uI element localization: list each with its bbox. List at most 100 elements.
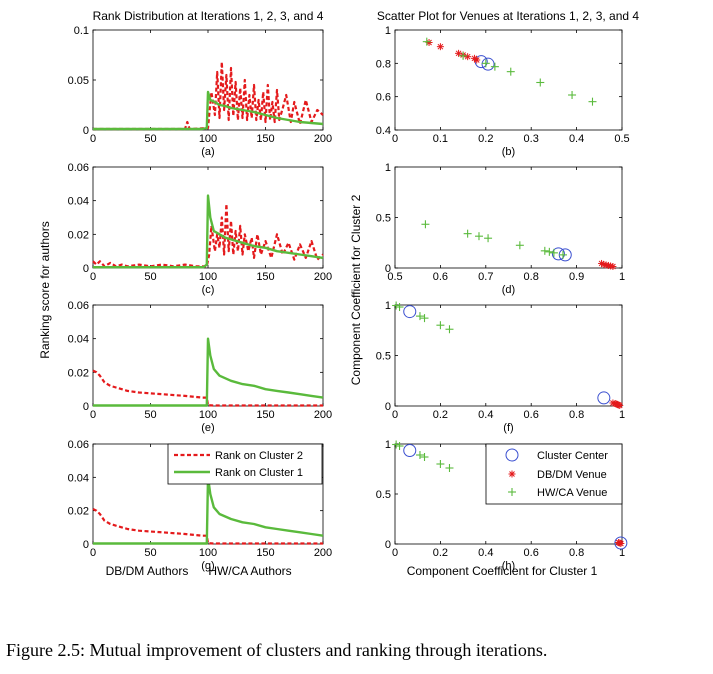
legend-label-cluster1: Rank on Cluster 1 bbox=[215, 467, 303, 479]
left-xlabel-hwca: HW/CA Authors bbox=[208, 564, 291, 578]
legend-label-dbdm: DB/DM Venue bbox=[537, 469, 607, 481]
y-tick-label: 0.4 bbox=[376, 125, 391, 137]
x-tick-label: 150 bbox=[256, 133, 274, 145]
star-stroke bbox=[610, 400, 616, 406]
x-tick-label: 1 bbox=[619, 271, 625, 283]
star-stroke bbox=[473, 57, 480, 63]
y-tick-label: 1 bbox=[385, 162, 391, 174]
panel-label: (f) bbox=[503, 422, 513, 434]
star-stroke bbox=[426, 39, 432, 46]
dbdm-venue-marker bbox=[617, 540, 625, 547]
y-tick-label: 0.1 bbox=[74, 25, 89, 37]
plot-frame bbox=[394, 29, 623, 131]
legend-label-cluster2: Rank on Cluster 2 bbox=[215, 450, 303, 462]
x-tick-label: 50 bbox=[144, 133, 156, 145]
x-tick-label: 100 bbox=[199, 547, 217, 559]
legend-left: Rank on Cluster 2 Rank on Cluster 1 bbox=[167, 443, 323, 485]
left-title: Rank Distribution at Iterations 1, 2, 3,… bbox=[93, 9, 324, 23]
x-tick-label: 0 bbox=[90, 409, 96, 421]
hwca-venue-marker bbox=[420, 314, 429, 323]
panel-label: (g) bbox=[201, 560, 214, 572]
hwca-venue-marker bbox=[436, 321, 445, 330]
y-tick-label: 0.04 bbox=[68, 334, 89, 346]
hwca-venue-marker bbox=[536, 78, 545, 87]
legend-swatch-dbdm bbox=[508, 470, 516, 478]
plot-frame bbox=[394, 304, 623, 407]
series-line-cluster2 bbox=[92, 369, 323, 407]
x-tick-label: 0.7 bbox=[478, 271, 493, 283]
x-tick-label: 0.2 bbox=[433, 409, 448, 421]
hwca-venue-marker bbox=[415, 312, 424, 321]
dbdm-venue-marker bbox=[609, 262, 617, 270]
hwca-venue-marker bbox=[490, 62, 499, 71]
hwca-venue-marker bbox=[549, 248, 558, 257]
dbdm-venue-marker bbox=[616, 401, 624, 409]
y-tick-label: 0.02 bbox=[68, 506, 89, 518]
x-tick-label: 100 bbox=[199, 133, 217, 145]
x-tick-label: 0 bbox=[392, 133, 398, 145]
dbdm-venue-marker bbox=[425, 39, 433, 46]
hwca-venue-marker bbox=[445, 325, 454, 334]
hwca-venue-marker bbox=[459, 51, 468, 60]
x-tick-label: 0.5 bbox=[614, 133, 629, 145]
panel-label: (h) bbox=[502, 560, 515, 572]
hwca-venue-marker bbox=[436, 460, 445, 468]
hwca-venue-marker bbox=[392, 440, 401, 449]
star-stroke bbox=[607, 263, 614, 269]
legend-label-hwca: HW/CA Venue bbox=[537, 487, 607, 499]
x-tick-label: 0 bbox=[392, 547, 398, 559]
hwca-venue-marker bbox=[588, 97, 597, 106]
y-tick-label: 1 bbox=[385, 25, 391, 37]
x-tick-label: 0.6 bbox=[433, 271, 448, 283]
panel-label: (d) bbox=[502, 284, 515, 296]
series-line-cluster1 bbox=[93, 90, 324, 131]
hwca-venue-marker bbox=[540, 246, 549, 255]
y-tick-label: 0 bbox=[83, 539, 89, 551]
hwca-venue-marker bbox=[422, 37, 431, 46]
hwca-venue-marker bbox=[420, 453, 429, 461]
x-tick-label: 0.3 bbox=[524, 133, 539, 145]
y-tick-label: 0.04 bbox=[68, 196, 89, 208]
chart-panel-f: 0 0.2 0.4 0.6 0.8 1 0 0.5 1 (f) bbox=[376, 300, 625, 434]
star-stroke bbox=[598, 260, 605, 267]
series-line-cluster2 bbox=[92, 202, 324, 268]
hwca-venue-marker bbox=[395, 303, 404, 312]
panel-label: (e) bbox=[201, 422, 214, 434]
x-tick-label: 50 bbox=[144, 547, 156, 559]
x-tick-label: 0.6 bbox=[524, 409, 539, 421]
chart-panel-e: 0 50 100 150 200 0 0.02 0.04 0.06 (e) bbox=[68, 300, 333, 434]
x-tick-label: 0.2 bbox=[478, 133, 493, 145]
x-tick-label: 50 bbox=[144, 409, 156, 421]
hwca-venue-marker bbox=[545, 247, 554, 256]
x-tick-label: 100 bbox=[199, 409, 217, 421]
series-line-cluster1 bbox=[93, 337, 324, 407]
star-stroke bbox=[464, 53, 471, 60]
hwca-venue-marker bbox=[484, 234, 493, 243]
chart-panel-g: 0 50 100 150 200 0 0.02 0.04 0.06 (g) bbox=[68, 439, 333, 572]
chart-panel-a: 0 50 100 150 200 0 0.05 0.1 (a) bbox=[68, 25, 333, 158]
y-tick-label: 0 bbox=[83, 401, 89, 413]
legend-swatch-hwca bbox=[508, 488, 516, 496]
y-tick-label: 0.5 bbox=[376, 351, 391, 363]
y-tick-label: 1 bbox=[385, 439, 391, 451]
dbdm-venue-marker bbox=[473, 56, 481, 64]
star-stroke bbox=[605, 262, 612, 269]
hwca-venue-marker bbox=[474, 232, 483, 241]
x-tick-label: 150 bbox=[256, 409, 274, 421]
x-tick-label: 0.4 bbox=[478, 547, 493, 559]
x-tick-label: 0 bbox=[392, 409, 398, 421]
star-stroke bbox=[618, 540, 624, 547]
series-line-cluster2 bbox=[92, 508, 323, 545]
dbdm-venue-marker bbox=[464, 53, 472, 61]
x-tick-label: 50 bbox=[144, 271, 156, 283]
y-tick-label: 0.6 bbox=[376, 92, 391, 104]
hwca-venue-marker bbox=[515, 241, 524, 250]
cluster-center-marker bbox=[481, 57, 495, 71]
hwca-venue-marker bbox=[392, 301, 401, 310]
x-tick-label: 0.4 bbox=[569, 133, 584, 145]
x-tick-label: 0.1 bbox=[433, 133, 448, 145]
x-tick-label: 0 bbox=[90, 271, 96, 283]
right-title: Scatter Plot for Venues at Iterations 1,… bbox=[377, 9, 639, 23]
dbdm-venue-marker bbox=[436, 43, 444, 51]
